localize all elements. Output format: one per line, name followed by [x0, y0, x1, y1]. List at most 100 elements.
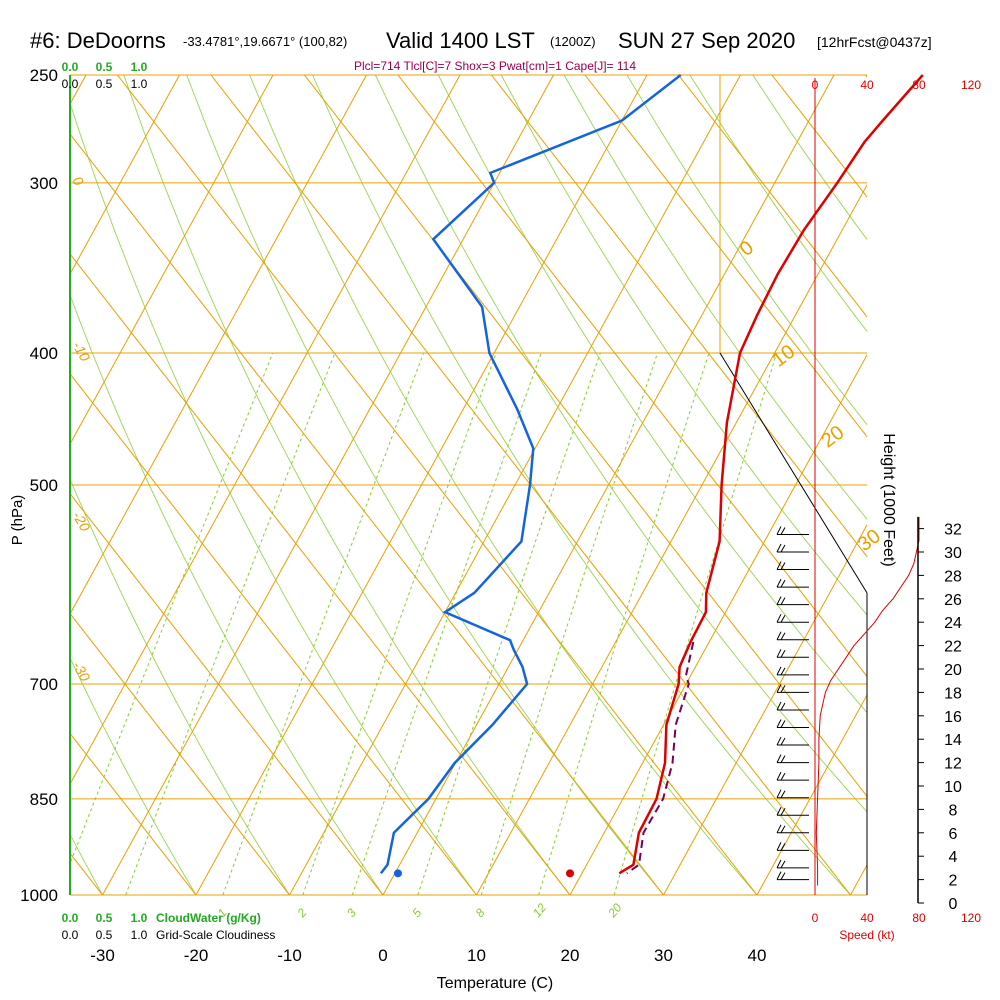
- height-tick-label: 0: [949, 896, 958, 913]
- speed-tick-bottom: 40: [860, 911, 874, 925]
- cloud-water-tick-top: 0.5: [96, 60, 113, 74]
- wind-barb-flag: [776, 631, 782, 640]
- isotherm: [70, 75, 274, 446]
- mixing-ratio-line: [351, 352, 542, 895]
- mixing-ratio-line: [302, 352, 497, 895]
- plot-frame-diagonal: [719, 352, 868, 594]
- wind-barb-flag: [780, 825, 786, 834]
- station-coords: -33.4781°,19.6671° (100,82): [183, 34, 348, 49]
- wind-barb-flag: [776, 613, 782, 623]
- height-tick-label: 6: [949, 826, 958, 843]
- pressure-tick-label: 300: [30, 174, 58, 193]
- speed-tick-top: 0: [812, 78, 819, 92]
- height-tick-label: 10: [944, 779, 962, 796]
- dry-adiabat: [437, 75, 867, 714]
- wind-barb: [776, 684, 809, 693]
- wind-barb-flag: [776, 789, 782, 798]
- wind-barb-flag: [776, 701, 782, 711]
- wind-barb: [776, 771, 809, 781]
- dry-adiabat: [312, 75, 851, 895]
- height-tick-label: 28: [944, 568, 962, 585]
- forecast-tag: [12hrFcst@0437z]: [817, 34, 932, 50]
- isotherm: [663, 523, 867, 895]
- wind-barb-flag: [780, 667, 786, 676]
- wind-barb-flag: [776, 666, 782, 676]
- wind-barb-flag: [776, 596, 782, 605]
- dry-adiabat-label: -20: [69, 509, 93, 535]
- wind-barb: [776, 526, 809, 535]
- wind-barb-flag: [780, 685, 786, 693]
- mixing-ratio-line: [222, 352, 425, 895]
- pressure-tick-label: 1000: [20, 886, 58, 905]
- mixing-ratio-label: 3: [344, 906, 359, 920]
- wind-barb-flag: [780, 614, 786, 623]
- isotherm-label: 20: [817, 421, 848, 452]
- dry-adiabat: [374, 75, 867, 813]
- height-tick-label: 14: [944, 732, 962, 749]
- height-axis-label: Height (1000 Feet): [880, 433, 897, 566]
- height-tick-label: 2: [949, 873, 958, 890]
- wind-barb-flag: [780, 720, 786, 728]
- isotherm: [70, 492, 384, 895]
- wind-barb-flag: [780, 527, 786, 535]
- wind-barb: [776, 789, 809, 799]
- temperature-tick-label: -10: [277, 946, 302, 965]
- dry-adiabat-label: -30: [69, 659, 93, 685]
- dry-adiabat: [70, 293, 384, 895]
- cloud-water-label: CloudWater (g/Kg): [156, 911, 261, 925]
- mixing-ratio-label: 12: [530, 900, 550, 919]
- speed-tick-top: 80: [912, 78, 926, 92]
- temperature-tick-label: -30: [90, 946, 115, 965]
- cloud-water-tick-bottom: 0.5: [96, 911, 113, 925]
- x-axis-label: Temperature (C): [437, 975, 553, 992]
- wind-barb-flag: [776, 719, 782, 728]
- wind-barb: [776, 649, 809, 658]
- wind-barb: [776, 754, 809, 764]
- cloudiness-tick-top: 1.0: [131, 77, 148, 91]
- wind-barb-flag: [776, 578, 782, 588]
- pressure-tick-label: 700: [30, 675, 58, 694]
- isotherm: [70, 612, 290, 895]
- temperature-tick-label: 30: [654, 946, 673, 965]
- height-tick-label: 30: [944, 545, 962, 562]
- indices-line: Plcl=714 Tlcl[C]=7 Shox=3 Pwat[cm]=1 Cap…: [354, 59, 636, 73]
- height-tick-label: 16: [944, 709, 962, 726]
- wind-barb-flag: [780, 544, 786, 553]
- valid-zulu: (1200Z): [550, 34, 596, 49]
- wind-barb: [776, 859, 809, 869]
- parcel-profile: [626, 641, 695, 875]
- cloudiness-tick-bottom: 0.5: [96, 928, 113, 942]
- wind-barb-flag: [776, 736, 782, 746]
- wind-barb: [776, 807, 809, 816]
- dry-adiabat-label: 0: [69, 174, 87, 189]
- temperature-tick-label: 20: [561, 946, 580, 965]
- wind-barb: [776, 613, 809, 623]
- cloudiness-tick-bottom: 0.0: [62, 928, 79, 942]
- pressure-tick-label: 400: [30, 344, 58, 363]
- speed-tick-bottom: 80: [912, 911, 926, 925]
- station-name: #6: DeDoorns: [30, 28, 166, 53]
- mixing-ratio-label: 20: [604, 900, 624, 920]
- y-axis-label: P (hPa): [9, 495, 26, 546]
- wind-barb-flag: [776, 842, 782, 851]
- valid-time: Valid 1400 LST: [386, 28, 535, 53]
- dry-adiabat: [500, 75, 867, 616]
- speed-tick-top: 120: [961, 78, 981, 92]
- mixing-ratio-line: [538, 352, 710, 895]
- wind-barb-flag: [780, 843, 786, 851]
- wind-barb: [776, 701, 809, 711]
- dry-adiabat: [563, 75, 867, 520]
- wind-barb-flag: [776, 684, 782, 693]
- wind-barb-flag: [776, 771, 782, 781]
- pressure-tick-label: 500: [30, 476, 58, 495]
- speed-tick-bottom: 120: [961, 911, 981, 925]
- dry-adiabat: [70, 656, 197, 895]
- temperature-tick-label: -20: [184, 946, 209, 965]
- wind-barb: [776, 824, 809, 834]
- cloudiness-tick-bottom: 1.0: [131, 928, 148, 942]
- wind-barb-flag: [780, 860, 786, 869]
- isotherm: [678, 75, 867, 318]
- wind-barb: [776, 543, 809, 553]
- wind-barb-flag: [776, 871, 782, 880]
